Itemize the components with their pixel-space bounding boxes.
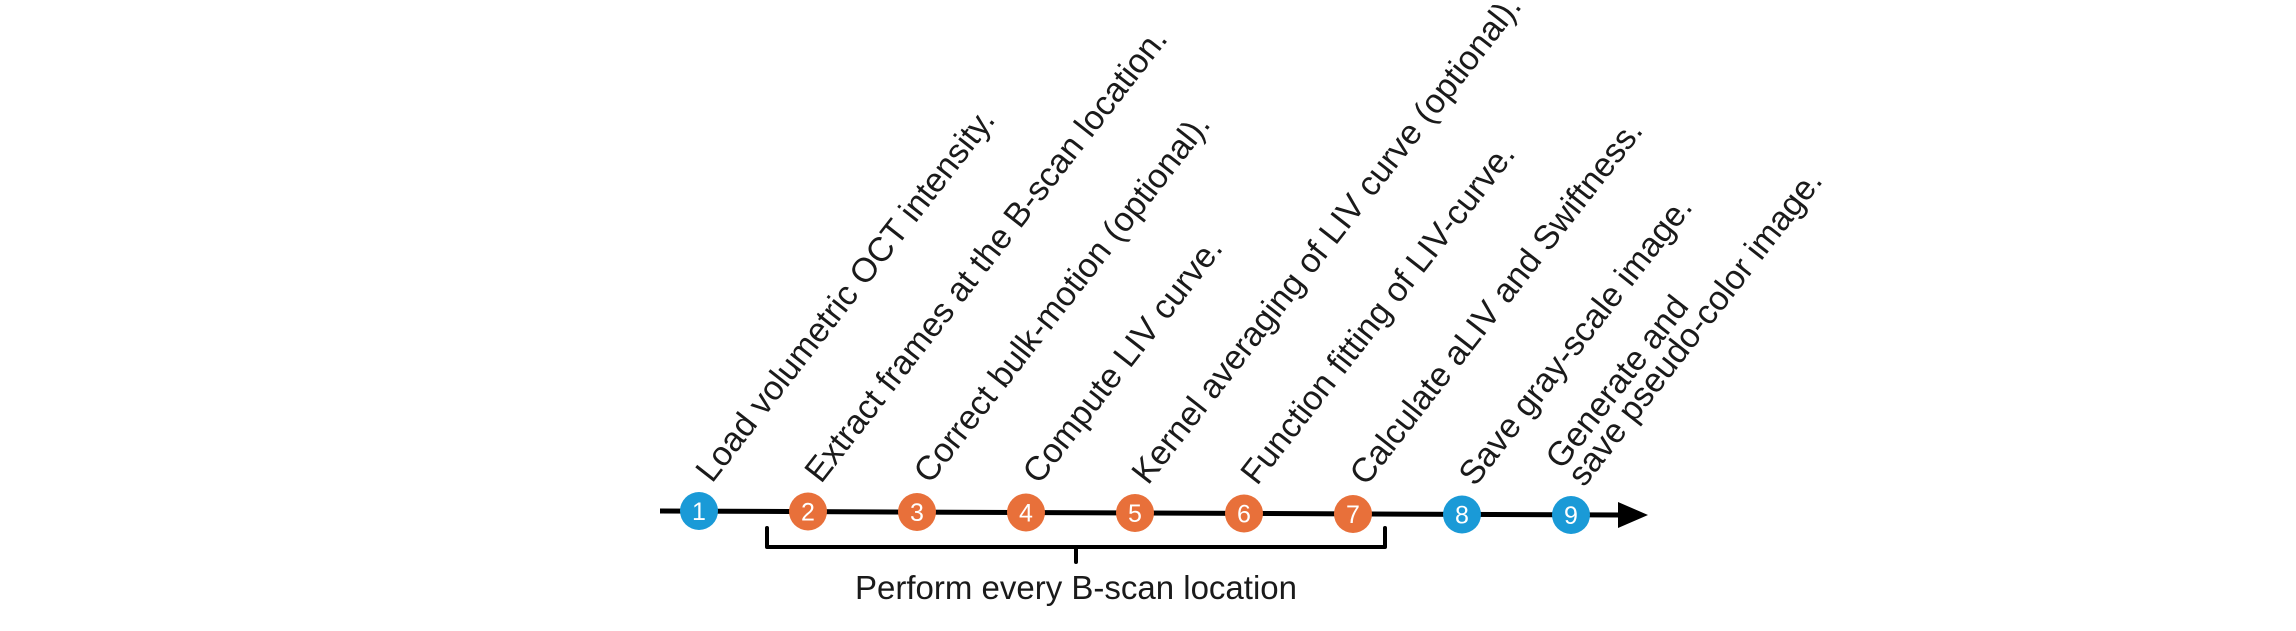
step-5-label: Kernel averaging of LIV curve (optional)…: [1124, 0, 1529, 491]
step-8-number: 8: [1455, 502, 1469, 530]
step-6-number: 6: [1237, 501, 1251, 529]
step-2-marker: [789, 492, 827, 531]
step-4-number: 4: [1019, 500, 1033, 528]
step-7-number: 7: [1346, 501, 1360, 529]
step-7-marker: [1334, 495, 1372, 533]
step-3-number: 3: [910, 499, 924, 527]
step-5-number: 5: [1128, 500, 1142, 528]
step-9-number: 9: [1564, 502, 1578, 530]
step-2-number: 2: [801, 499, 815, 527]
timeline-arrowhead: [1618, 502, 1648, 528]
brace-bracket: [765, 526, 1387, 564]
step-9-marker: [1552, 496, 1590, 534]
brace-caption: Perform every B-scan location: [855, 569, 1297, 606]
step-1-marker: [680, 492, 718, 530]
step-3-marker: [898, 493, 936, 531]
step-1-number: 1: [692, 498, 706, 526]
step-4-label: Compute LIV curve.: [1015, 230, 1230, 490]
step-8-marker: [1443, 495, 1481, 534]
step-6-marker: [1225, 494, 1263, 533]
step-5-marker: [1116, 494, 1154, 532]
step-4-marker: [1007, 493, 1045, 532]
